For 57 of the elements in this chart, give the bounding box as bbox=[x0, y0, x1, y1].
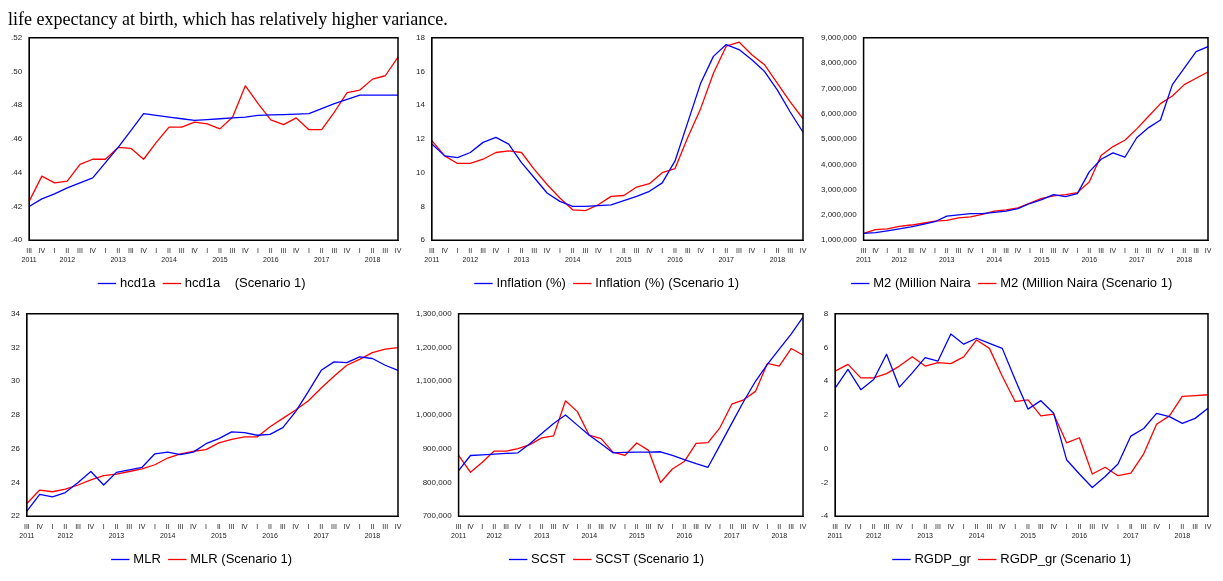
y-tick-label: 34 bbox=[10, 309, 21, 318]
y-tick-label: 4,000,000 bbox=[821, 159, 858, 169]
legend-label: M2 (Million Naira (Scenario 1) bbox=[1000, 275, 1173, 291]
y-tick-label: 28 bbox=[10, 410, 21, 420]
y-tick-label: 10 bbox=[415, 167, 426, 177]
y-tick-label: 1,000,000 bbox=[821, 235, 858, 245]
y-tick-label: 900,000 bbox=[422, 443, 453, 453]
legend-label: RGDP_gr (Scenario 1) bbox=[1000, 551, 1132, 567]
y-tick-label: .48 bbox=[11, 100, 23, 110]
y-tick-label: 800,000 bbox=[422, 477, 453, 487]
legend-label: MLR bbox=[133, 551, 161, 567]
y-tick-label: 4 bbox=[823, 376, 829, 386]
y-tick-label: 26 bbox=[10, 443, 21, 453]
y-tick-label: 1,200,000 bbox=[416, 342, 453, 352]
legend-label: hcd1a bbox=[119, 275, 157, 291]
y-tick-label: .44 bbox=[11, 167, 23, 177]
y-tick-label: 5,000,000 bbox=[821, 134, 858, 144]
y-tick-label: 30 bbox=[10, 376, 21, 386]
y-tick-label: 2 bbox=[823, 410, 829, 420]
y-tick-label: 7,000,000 bbox=[821, 83, 858, 93]
y-tick-label: .40 bbox=[11, 235, 23, 245]
y-tick-label: 9,000,000 bbox=[821, 33, 858, 42]
y-tick-label: 8 bbox=[823, 309, 829, 318]
y-tick-label: .46 bbox=[11, 134, 23, 144]
y-tick-label: 32 bbox=[10, 342, 21, 352]
y-tick-label: 1,000,000 bbox=[416, 410, 453, 420]
legend-label: MLR (Scenario 1) bbox=[190, 551, 293, 567]
y-tick-label: .50 bbox=[11, 66, 23, 76]
y-tick-label: 0 bbox=[823, 443, 829, 453]
y-tick-label: 14 bbox=[415, 100, 426, 110]
y-tick-label: 1,300,000 bbox=[416, 309, 453, 318]
y-tick-label: 16 bbox=[415, 66, 426, 76]
y-tick-label: 2,000,000 bbox=[821, 210, 858, 220]
legend-label: M2 (Million Naira bbox=[873, 275, 972, 291]
y-tick-label: 8 bbox=[420, 201, 426, 211]
legend-label: Inflation (%) bbox=[496, 275, 566, 291]
y-tick-label: .52 bbox=[11, 33, 23, 42]
y-tick-label: -2 bbox=[820, 477, 829, 487]
y-tick-label: 700,000 bbox=[422, 511, 453, 521]
y-tick-label: -4 bbox=[820, 511, 829, 521]
y-tick-label: 18 bbox=[415, 33, 426, 42]
legend-label: SCST (Scenario 1) bbox=[595, 551, 705, 567]
y-tick-label: 6 bbox=[823, 342, 829, 352]
legend-label: SCST bbox=[531, 551, 566, 567]
text: life expectancy at birth, which has relatively higher variance. bbox=[8, 8, 449, 30]
y-tick-label: 6,000,000 bbox=[821, 108, 858, 118]
y-tick-label: 8,000,000 bbox=[821, 58, 858, 68]
legend-label: hcd1a (Scenario 1) bbox=[184, 275, 306, 291]
legend-label: RGDP_gr bbox=[914, 551, 972, 567]
y-tick-label: 3,000,000 bbox=[821, 184, 858, 194]
y-tick-label: 24 bbox=[10, 477, 21, 487]
y-tick-label: 6 bbox=[420, 235, 426, 245]
legend-label: Inflation (%) (Scenario 1) bbox=[595, 275, 740, 291]
y-tick-label: .42 bbox=[11, 201, 23, 211]
y-tick-label: 22 bbox=[10, 511, 21, 521]
y-tick-label: 12 bbox=[415, 134, 426, 144]
y-tick-label: 1,100,000 bbox=[416, 376, 453, 386]
